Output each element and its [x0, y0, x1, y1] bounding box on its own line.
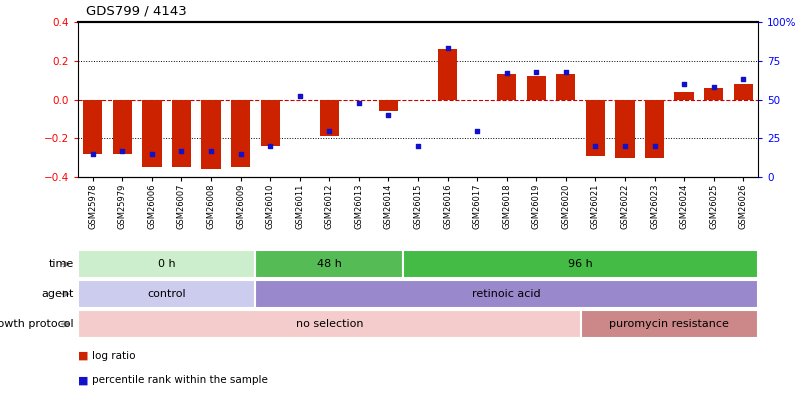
Bar: [438, 49, 457, 100]
Text: ■: ■: [78, 375, 88, 385]
Point: [736, 76, 748, 83]
Bar: [78, 250, 255, 278]
Point: [352, 99, 365, 106]
Bar: [496, 74, 516, 100]
Text: puromycin resistance: puromycin resistance: [609, 319, 728, 329]
Point: [499, 70, 512, 77]
Bar: [556, 74, 575, 100]
Text: log ratio: log ratio: [92, 351, 136, 361]
Point: [293, 93, 306, 100]
Bar: [230, 100, 250, 167]
Text: agent: agent: [42, 289, 74, 299]
Bar: [83, 100, 102, 154]
Point: [559, 68, 572, 75]
Point: [175, 147, 188, 154]
Text: GDS799 / 4143: GDS799 / 4143: [86, 5, 186, 18]
Point: [116, 147, 128, 154]
Point: [411, 143, 424, 149]
Bar: [732, 84, 752, 100]
Point: [618, 143, 630, 149]
Text: control: control: [147, 289, 185, 299]
Text: no selection: no selection: [296, 319, 363, 329]
Bar: [703, 88, 723, 100]
Point: [470, 127, 483, 134]
Point: [381, 112, 394, 118]
Point: [589, 143, 601, 149]
Bar: [255, 250, 403, 278]
Bar: [585, 100, 604, 156]
Point: [529, 68, 542, 75]
Text: 0 h: 0 h: [157, 259, 175, 269]
Point: [234, 151, 247, 157]
Point: [263, 143, 276, 149]
Point: [86, 151, 99, 157]
Text: ■: ■: [78, 351, 88, 361]
Bar: [112, 100, 132, 154]
Bar: [580, 310, 757, 338]
Bar: [320, 100, 339, 136]
Bar: [378, 100, 397, 111]
Bar: [403, 250, 757, 278]
Point: [441, 45, 454, 51]
Text: retinoic acid: retinoic acid: [472, 289, 540, 299]
Bar: [644, 100, 663, 158]
Point: [647, 143, 660, 149]
Point: [145, 151, 158, 157]
Bar: [526, 76, 545, 100]
Bar: [614, 100, 634, 158]
Bar: [260, 100, 279, 146]
Bar: [78, 280, 255, 308]
Bar: [674, 92, 693, 100]
Point: [204, 147, 217, 154]
Bar: [172, 100, 191, 167]
Bar: [78, 310, 580, 338]
Point: [677, 81, 690, 87]
Bar: [255, 280, 757, 308]
Text: growth protocol: growth protocol: [0, 319, 74, 329]
Text: 48 h: 48 h: [316, 259, 341, 269]
Text: time: time: [49, 259, 74, 269]
Point: [707, 84, 719, 90]
Text: percentile rank within the sample: percentile rank within the sample: [92, 375, 268, 385]
Bar: [142, 100, 161, 167]
Point: [323, 127, 336, 134]
Text: 96 h: 96 h: [568, 259, 593, 269]
Bar: [202, 100, 220, 169]
